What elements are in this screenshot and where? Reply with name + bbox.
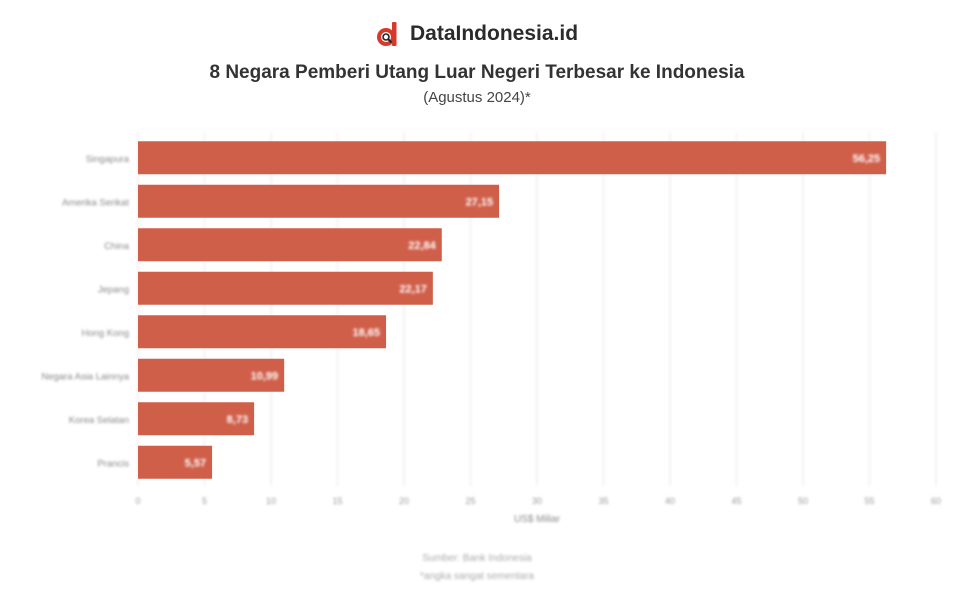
x-tick-label: 40 [665, 496, 675, 506]
chart-subtitle: (Agustus 2024)* [423, 89, 531, 106]
bar-value-label: 5,57 [185, 457, 206, 469]
x-tick-label: 0 [135, 496, 140, 506]
x-axis-ticks: 0 5 10 15 20 25 30 35 40 45 50 55 60 [135, 496, 941, 506]
chart-title: 8 Negara Pemberi Utang Luar Negeri Terbe… [209, 62, 745, 83]
category-label: Singapura [86, 154, 130, 165]
category-label: Hong Kong [81, 328, 129, 339]
chart-bars: 56,25 27,15 22,84 22,17 18,65 10,99 8,73 5,57 [138, 141, 887, 479]
x-tick-label: 10 [266, 496, 276, 506]
bar-value-label: 27,15 [466, 196, 494, 208]
bar-value-label: 10,99 [251, 370, 279, 382]
bar-value-label: 8,73 [227, 414, 248, 426]
bar-value-label: 22,84 [408, 240, 436, 252]
x-axis-label: US$ Miliar [514, 514, 561, 525]
category-label: Korea Selatan [69, 415, 129, 426]
x-tick-label: 35 [598, 496, 608, 506]
bar [138, 228, 442, 262]
source-note: Sumber: Bank Indonesia [422, 553, 532, 564]
x-tick-label: 5 [202, 496, 207, 506]
x-tick-label: 45 [731, 496, 741, 506]
bar [138, 271, 433, 305]
category-label: Amerika Serikat [62, 197, 129, 208]
dataindonesia-logo-icon [376, 22, 397, 46]
x-tick-label: 25 [465, 496, 475, 506]
footnote: *angka sangat sementara [420, 571, 534, 582]
category-label: Prancis [97, 458, 129, 469]
category-label: Negara Asia Lainnya [41, 371, 129, 382]
category-labels: Singapura Amerika Serikat China Jepang Hong … [41, 154, 129, 470]
x-tick-label: 55 [864, 496, 874, 506]
bar [138, 445, 213, 479]
x-tick-label: 30 [532, 496, 542, 506]
brand-name: DataIndonesia.id [409, 22, 579, 45]
bar-value-label: 56,25 [853, 153, 881, 165]
brand-header: DataIndonesia.id [0, 20, 954, 48]
bar [138, 141, 887, 175]
bar [138, 184, 500, 218]
x-tick-label: 60 [931, 496, 941, 506]
bar [138, 315, 387, 349]
category-label: Jepang [98, 284, 129, 295]
x-tick-label: 15 [332, 496, 342, 506]
bar [138, 358, 285, 392]
x-tick-label: 20 [399, 496, 409, 506]
bar-value-label: 18,65 [353, 327, 381, 339]
x-tick-label: 50 [798, 496, 808, 506]
category-label: China [104, 241, 130, 252]
bar [138, 402, 255, 436]
bar-value-label: 22,17 [399, 283, 427, 295]
